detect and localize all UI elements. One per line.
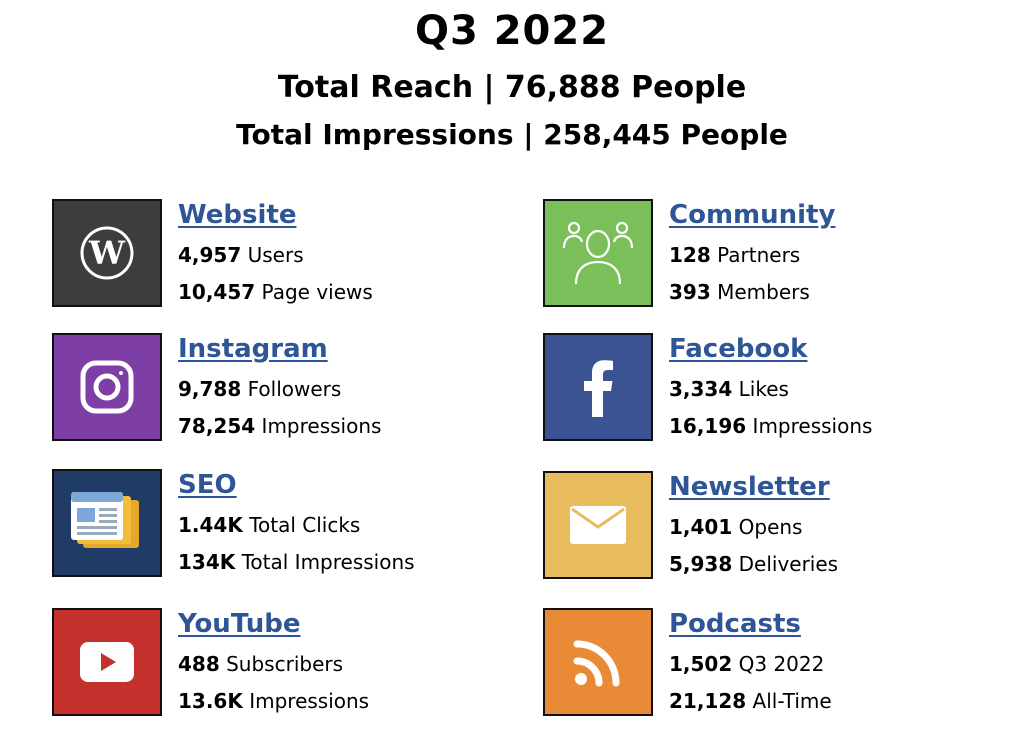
podcasts-link[interactable]: Podcasts	[669, 609, 801, 639]
total-reach: Total Reach | 76,888 People	[277, 70, 747, 105]
card-facebook: Facebook 3,334 Likes 16,196 Impressions	[543, 333, 963, 443]
stat-line: 3,334 Likes	[669, 377, 789, 401]
community-link[interactable]: Community	[669, 200, 836, 230]
envelope-icon	[543, 471, 653, 579]
card-podcasts: Podcasts 1,502 Q3 2022 21,128 All-Time	[543, 608, 963, 718]
stat-line: 5,938 Deliveries	[669, 552, 839, 576]
svg-text:W: W	[88, 234, 126, 272]
card-website: W Website 4,957 Users 10,457 Page views	[52, 199, 472, 309]
website-link[interactable]: Website	[178, 200, 297, 230]
instagram-link[interactable]: Instagram	[178, 334, 328, 364]
newsletter-link[interactable]: Newsletter	[669, 472, 830, 502]
card-newsletter: Newsletter 1,401 Opens 5,938 Deliveries	[543, 471, 963, 581]
stat-line: 16,196 Impressions	[669, 414, 873, 438]
facebook-link[interactable]: Facebook	[669, 334, 808, 364]
card-seo: SEO 1.44K Total Clicks 134K Total Impres…	[52, 469, 472, 579]
card-youtube: YouTube 488 Subscribers 13.6K Impression…	[52, 608, 472, 718]
stat-line: 393 Members	[669, 280, 810, 304]
youtube-link[interactable]: YouTube	[178, 609, 301, 639]
stat-line: 9,788 Followers	[178, 377, 342, 401]
instagram-icon	[52, 333, 162, 441]
community-people-icon	[543, 199, 653, 307]
stat-line: 1,502 Q3 2022	[669, 652, 825, 676]
seo-link[interactable]: SEO	[178, 470, 237, 500]
page-title: Q3 2022	[414, 8, 610, 54]
stat-line: 13.6K Impressions	[178, 689, 370, 713]
rss-icon	[543, 608, 653, 716]
card-community: Community 128 Partners 393 Members	[543, 199, 963, 309]
stat-line: 1.44K Total Clicks	[178, 513, 361, 537]
stat-line: 134K Total Impressions	[178, 550, 415, 574]
facebook-icon	[543, 333, 653, 441]
stat-line: 1,401 Opens	[669, 515, 803, 539]
stat-line: 78,254 Impressions	[178, 414, 382, 438]
wordpress-icon: W	[52, 199, 162, 307]
card-instagram: Instagram 9,788 Followers 78,254 Impress…	[52, 333, 472, 443]
total-impressions: Total Impressions | 258,445 People	[236, 118, 788, 151]
stat-line: 488 Subscribers	[178, 652, 344, 676]
stat-line: 4,957 Users	[178, 243, 304, 267]
stat-line: 10,457 Page views	[178, 280, 373, 304]
stat-line: 21,128 All-Time	[669, 689, 832, 713]
stat-line: 128 Partners	[669, 243, 801, 267]
youtube-icon	[52, 608, 162, 716]
newspaper-icon	[52, 469, 162, 577]
